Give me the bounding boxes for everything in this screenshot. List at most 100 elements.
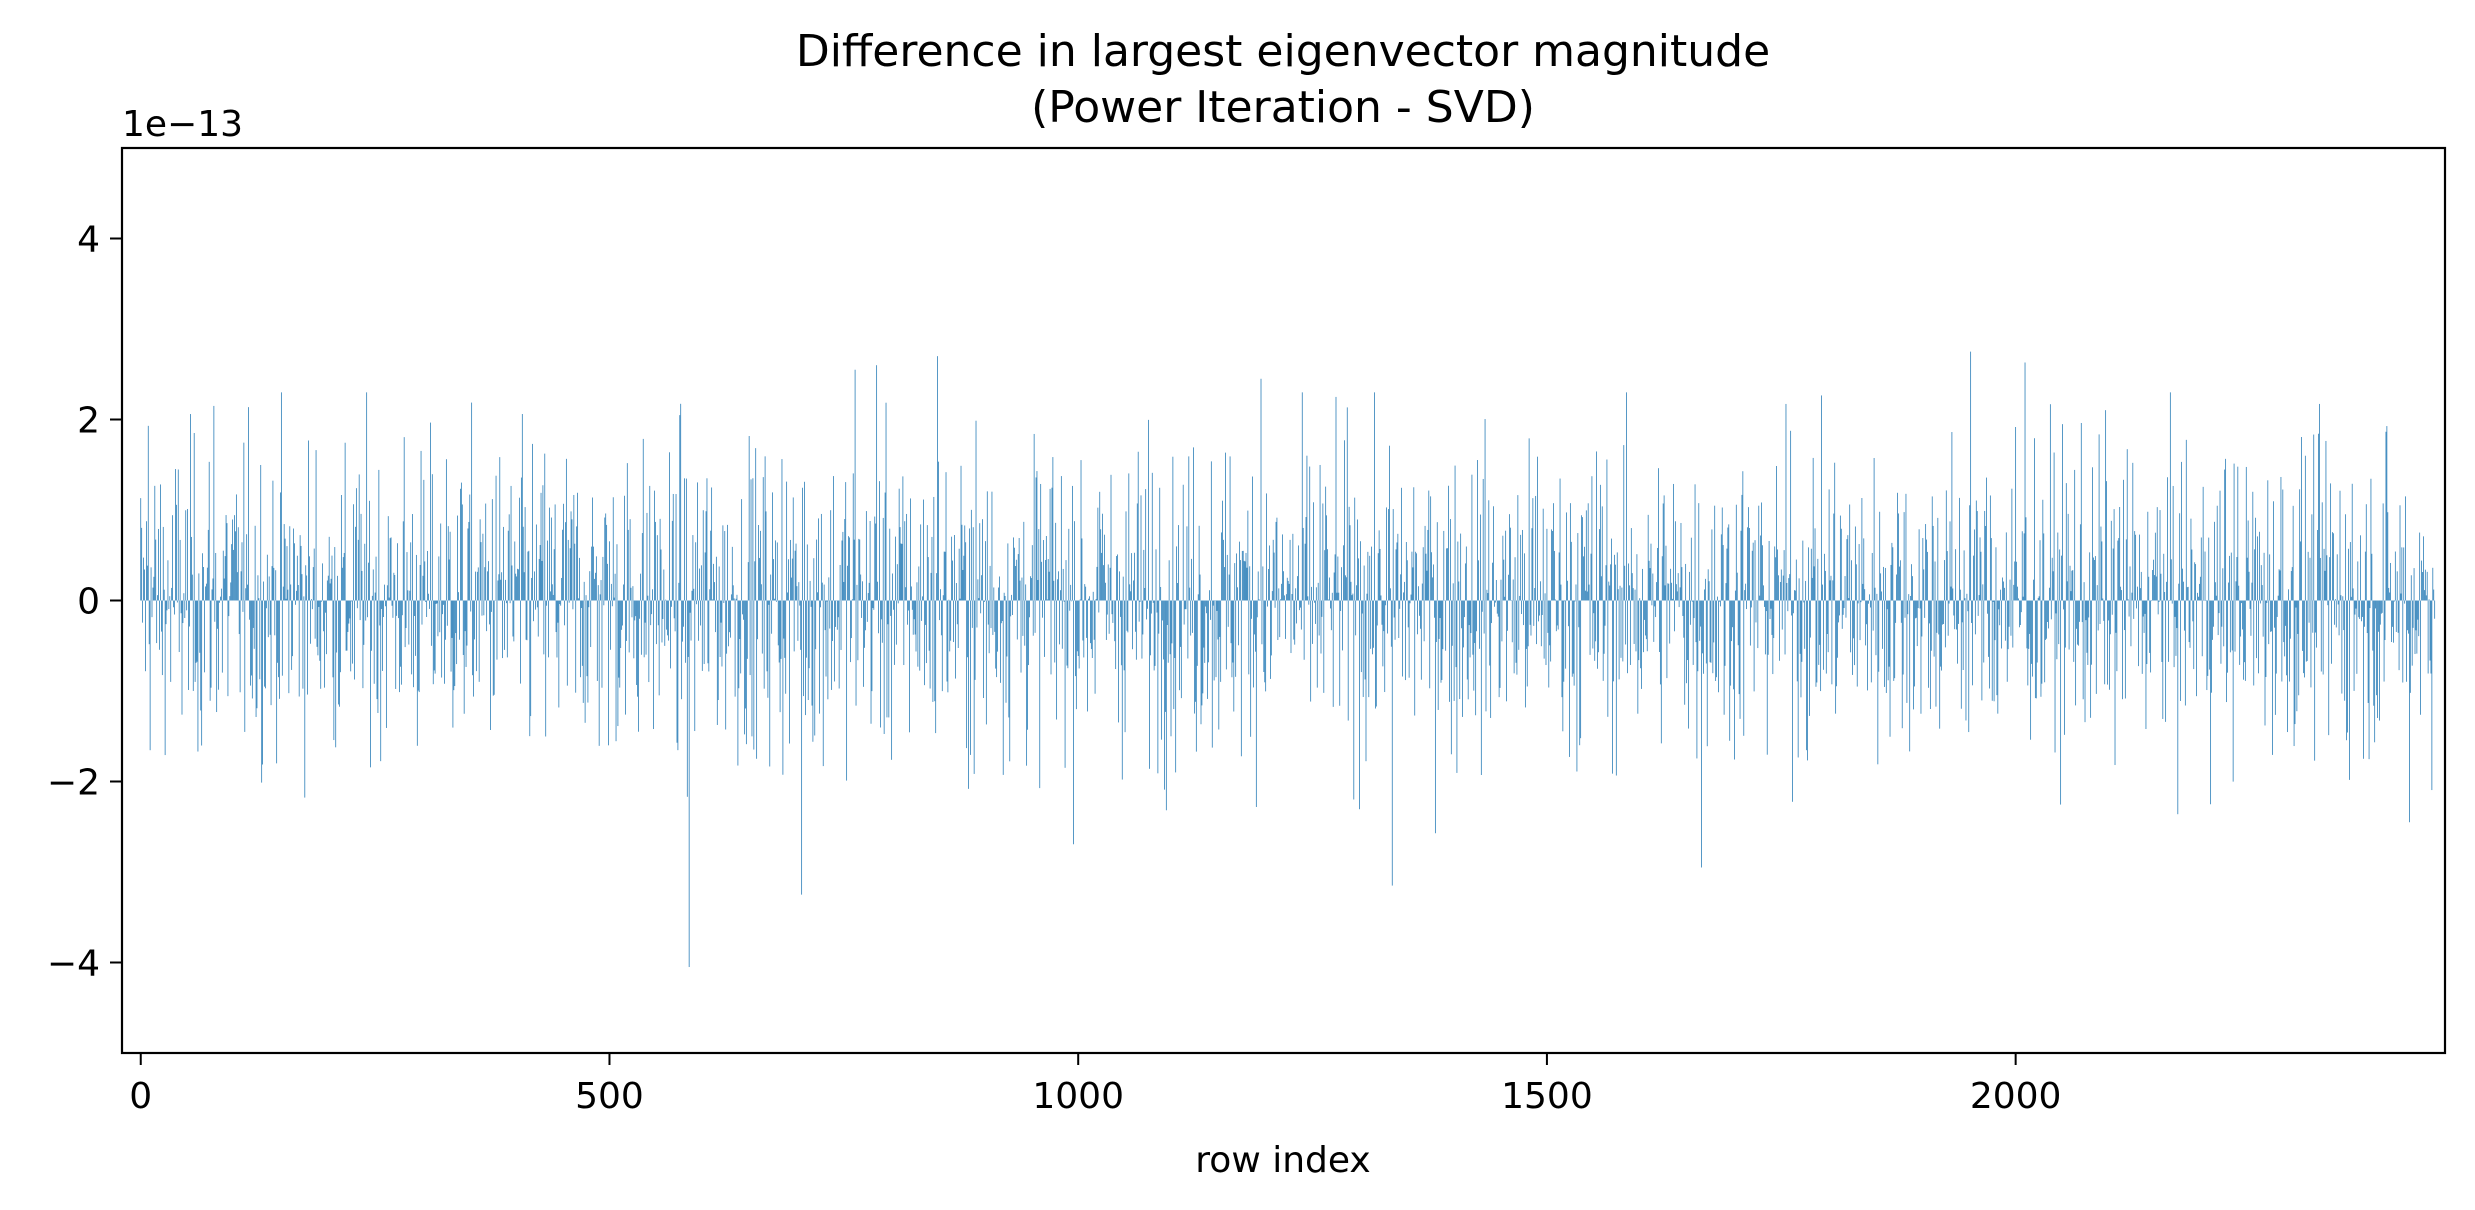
- bar: [2355, 600, 2357, 609]
- bar: [211, 589, 213, 601]
- bar: [1128, 473, 1130, 601]
- bar: [2075, 600, 2077, 706]
- bar: [990, 600, 992, 629]
- bar: [1976, 511, 1978, 601]
- bar: [1697, 600, 1699, 672]
- bar: [269, 600, 271, 635]
- bar: [971, 600, 973, 628]
- bar: [1816, 600, 1818, 683]
- bar: [1906, 600, 1908, 703]
- bar: [1753, 600, 1755, 692]
- bar: [871, 600, 873, 692]
- bar: [2042, 499, 2044, 601]
- bar: [1365, 600, 1367, 762]
- bar: [1325, 486, 1327, 601]
- bar: [2023, 533, 2025, 601]
- bar: [882, 517, 884, 601]
- bar: [1331, 592, 1333, 601]
- bar: [2085, 600, 2087, 621]
- bar: [287, 589, 289, 601]
- bar: [1750, 600, 1752, 608]
- bar: [1000, 600, 1001, 683]
- bar: [802, 487, 803, 601]
- bar: [1203, 600, 1205, 648]
- bar: [342, 557, 344, 601]
- bar: [816, 539, 818, 601]
- bar: [2219, 490, 2221, 601]
- bar: [2015, 427, 2017, 601]
- bar: [245, 588, 247, 601]
- bar: [1724, 600, 1726, 666]
- bar: [727, 524, 728, 601]
- bar: [1846, 539, 1848, 601]
- bar: [450, 600, 452, 672]
- bar: [1086, 600, 1088, 638]
- bar: [1650, 543, 1652, 601]
- bar: [1205, 600, 1207, 607]
- bar: [1274, 600, 1276, 608]
- bar: [2255, 517, 2257, 601]
- bar: [1479, 600, 1480, 649]
- bar: [1219, 600, 1221, 637]
- bar: [1945, 490, 1947, 601]
- bar: [1792, 600, 1793, 802]
- bar: [1320, 600, 1322, 654]
- bar: [2311, 514, 2313, 601]
- y-tick-label: 4: [77, 220, 100, 261]
- bar: [1518, 600, 1520, 650]
- bar: [265, 600, 267, 609]
- bar: [525, 600, 527, 640]
- bar: [265, 600, 266, 689]
- bar: [392, 600, 394, 618]
- bar: [1589, 600, 1591, 655]
- bar: [1633, 600, 1635, 644]
- bar: [2340, 595, 2342, 601]
- bar: [777, 600, 779, 646]
- bar: [1868, 600, 1869, 604]
- bar: [2209, 600, 2211, 670]
- bar: [2156, 507, 2158, 601]
- bar: [2360, 535, 2361, 601]
- bar: [1098, 600, 1100, 613]
- bar: [1461, 600, 1462, 629]
- bar: [1088, 598, 1089, 601]
- bar: [284, 538, 286, 601]
- bar: [1155, 549, 1157, 601]
- bar: [998, 587, 999, 601]
- bar: [900, 543, 902, 601]
- bar: [2363, 600, 2364, 759]
- bar: [1651, 600, 1653, 606]
- bar: [252, 600, 254, 628]
- bar: [760, 530, 761, 601]
- bar: [279, 600, 280, 699]
- bar: [640, 600, 642, 655]
- bar: [1404, 600, 1406, 681]
- bar: [939, 600, 940, 621]
- bar: [1810, 548, 1812, 601]
- bar: [1478, 560, 1479, 601]
- bar: [2158, 600, 2160, 602]
- bar: [333, 600, 335, 741]
- bar: [1398, 600, 1400, 638]
- bar: [1786, 582, 1788, 601]
- bar: [236, 572, 238, 601]
- bar: [262, 600, 263, 765]
- bar: [1080, 460, 1082, 601]
- bar: [2260, 565, 2262, 601]
- bar: [886, 600, 888, 718]
- bar: [191, 574, 193, 601]
- bar: [672, 493, 674, 601]
- bar: [2142, 600, 2144, 617]
- bar: [874, 516, 876, 601]
- bar: [147, 425, 149, 601]
- bar: [930, 572, 932, 601]
- bar: [619, 600, 621, 688]
- bar: [267, 600, 269, 638]
- bar: [545, 600, 547, 737]
- bar: [1288, 583, 1290, 601]
- bar: [690, 600, 692, 641]
- bar: [659, 518, 661, 601]
- bar: [360, 513, 362, 601]
- bar: [1405, 542, 1407, 601]
- bar: [1148, 419, 1149, 601]
